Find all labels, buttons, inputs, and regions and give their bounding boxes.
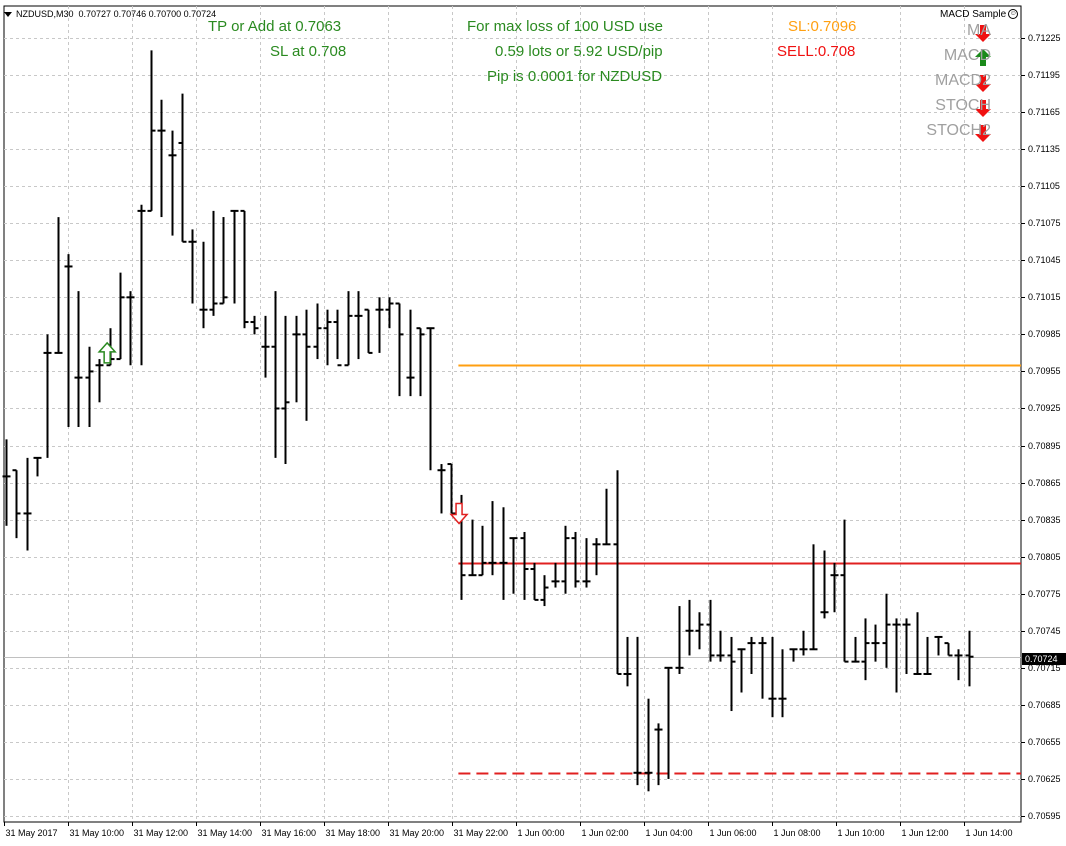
signal-label: MA	[967, 22, 991, 39]
price-tick-label: 0.70685	[1028, 699, 1061, 710]
price-tick-label: 0.70985	[1028, 328, 1061, 339]
ea-name: MACD Sample	[940, 9, 1007, 20]
arrow-down-icon	[975, 25, 991, 42]
sell-value: SELL:0.708	[777, 43, 856, 60]
price-tick-label: 0.70865	[1028, 477, 1061, 488]
pip-text: Pip is 0.0001 for NZDUSD	[487, 68, 663, 85]
signal-macd2: MACD2	[935, 72, 991, 90]
smiley-icon: ☺	[1008, 9, 1019, 20]
time-tick-label: 1 Jun 00:00	[517, 828, 565, 838]
price-tick-label: 0.71075	[1028, 217, 1061, 228]
arrow-down-icon	[975, 75, 991, 92]
price-tick-label: 0.70745	[1028, 625, 1061, 636]
price-tick-label: 0.70895	[1028, 440, 1061, 451]
sell-arrow-icon	[449, 502, 469, 525]
chevron-down-icon[interactable]	[4, 12, 12, 18]
lots-text: 0.59 lots or 5.92 USD/pip	[495, 43, 663, 60]
time-tick-label: 31 May 2017	[5, 828, 58, 838]
time-tick-label: 1 Jun 04:00	[645, 828, 693, 838]
price-tick-label: 0.71195	[1028, 69, 1060, 80]
signal-stoch2: STOCH2	[926, 122, 991, 140]
time-tick-label: 31 May 16:00	[261, 828, 317, 838]
time-tick-label: 1 Jun 02:00	[581, 828, 629, 838]
price-tick-label: 0.70595	[1028, 810, 1061, 821]
price-tick-label: 0.71045	[1028, 254, 1061, 265]
arrow-down-icon	[975, 125, 991, 142]
price-tick-label: 0.70805	[1028, 551, 1061, 562]
signal-label: MACD	[943, 47, 991, 64]
buy-arrow-icon	[97, 341, 117, 364]
signal-label: MACD2	[934, 72, 991, 89]
price-tick-label: 0.70655	[1028, 736, 1061, 747]
signal-macd: MACD	[944, 47, 991, 65]
tp-text: TP or Add at 0.7063	[208, 18, 342, 35]
time-tick-label: 31 May 10:00	[69, 828, 125, 838]
price-tick-label: 0.71165	[1028, 106, 1060, 117]
time-tick-label: 31 May 18:00	[325, 828, 381, 838]
time-tick-label: 1 Jun 10:00	[837, 828, 885, 838]
time-tick-label: 1 Jun 06:00	[709, 828, 757, 838]
time-tick-label: 31 May 20:00	[389, 828, 445, 838]
price-tick-label: 0.70715	[1028, 662, 1061, 673]
price-tick-label: 0.71225	[1028, 32, 1061, 43]
time-tick-label: 1 Jun 14:00	[965, 828, 1013, 838]
arrow-down-icon	[975, 100, 991, 117]
signal-stoch: STOCH	[935, 97, 991, 115]
signal-label: STOCH	[935, 97, 991, 114]
sl-text: SL at 0.708	[270, 43, 347, 60]
signal-ma: MA	[967, 22, 991, 40]
time-tick-label: 31 May 12:00	[133, 828, 189, 838]
price-tick-label: 0.70925	[1028, 402, 1061, 413]
price-tick-label: 0.71135	[1028, 143, 1060, 154]
price-tick-label: 0.70775	[1028, 588, 1061, 599]
arrow-up-icon	[975, 49, 991, 66]
current-price-label: 0.70724	[1022, 653, 1066, 665]
plot-frame	[3, 5, 1022, 823]
price-tick-label: 0.71015	[1028, 291, 1061, 302]
symbol-info: NZDUSD,M30 0.70727 0.70746 0.70700 0.707…	[4, 9, 216, 19]
risk-text: For max loss of 100 USD use	[467, 18, 663, 35]
symbol-name: NZDUSD,M30	[16, 9, 74, 19]
ea-title[interactable]: MACD Sample ☺	[940, 9, 1019, 20]
ohlc-values: 0.70727 0.70746 0.70700 0.70724	[78, 9, 217, 19]
price-tick-label: 0.70625	[1028, 773, 1061, 784]
time-tick-label: 1 Jun 08:00	[773, 828, 821, 838]
time-tick-label: 31 May 22:00	[453, 828, 509, 838]
time-tick-label: 1 Jun 12:00	[901, 828, 949, 838]
signal-label: STOCH2	[926, 122, 991, 139]
price-tick-label: 0.70955	[1028, 365, 1061, 376]
price-tick-label: 0.71105	[1028, 180, 1060, 191]
price-tick-label: 0.70835	[1028, 514, 1061, 525]
sl-value: SL:0.7096	[788, 18, 857, 35]
time-tick-label: 31 May 14:00	[197, 828, 253, 838]
